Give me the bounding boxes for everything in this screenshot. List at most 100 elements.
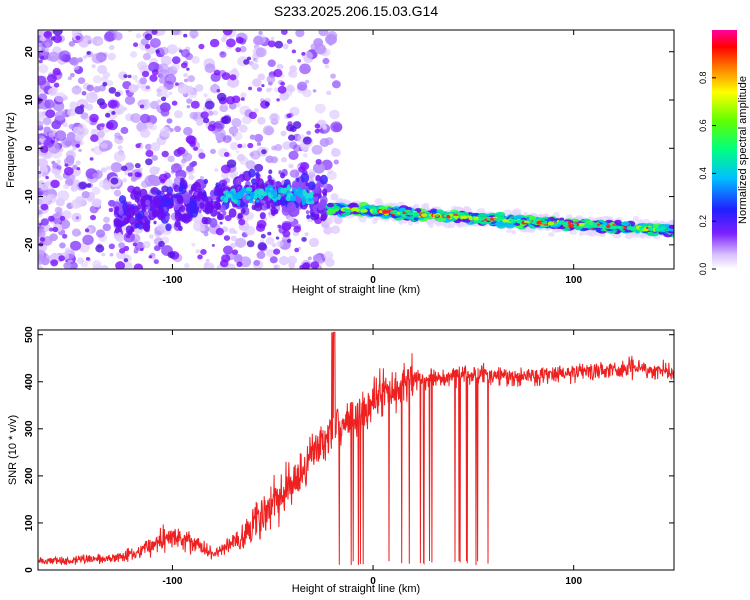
spectrogram-cell [270,188,277,196]
spectrogram-cell [331,148,341,158]
spectrogram-cell [38,210,43,215]
spectrogram-cell [277,85,287,94]
spectrogram-cell [626,226,632,230]
spectrogram-cell [46,129,51,133]
spectrogram-cell [299,204,304,208]
spectrogram-cell [204,100,215,110]
spectrogram-cell [40,218,49,226]
spectrogram-cell [236,192,243,196]
spectrogram-cell [324,137,334,146]
spectrogram-cell [64,163,69,167]
spectrogram-cell [140,247,144,252]
spectrogram-cell [264,101,270,107]
x-tick-label: -100 [162,275,182,286]
spectrogram-cell [268,169,273,175]
spectrogram-cell [120,126,129,135]
spectrogram-cell [276,98,280,102]
spectrogram-cell [59,242,66,249]
spectrogram-cell [165,215,170,221]
spectrogram-cell [114,227,120,234]
spectrogram-cell [606,224,611,229]
spectrogram-cell [632,215,639,222]
snr-x-axis-label: Height of straight line (km) [292,583,420,595]
spectrogram-cell [248,168,256,178]
spectrogram-cell [175,82,179,86]
spectrogram-cell [183,126,193,136]
spectrogram-cell [186,98,193,104]
spectrogram-cell [171,30,180,36]
spectrogram-cell [38,228,46,239]
spectrogram-cell [87,40,92,45]
spectrogram-cell [232,193,236,200]
spectrogram-cell [219,221,223,225]
spectrogram-cell [132,74,139,81]
spectrogram-cell [138,220,143,225]
spectrogram-cell [221,171,229,179]
spectrogram-cell [223,235,231,241]
spectrogram-cell [308,237,320,248]
spectrogram-cell [300,162,310,171]
spectrogram-cell [152,188,157,193]
spectrogram-cell [118,195,127,204]
spectrogram-cell [38,255,45,265]
spectrogram-cell [180,49,191,58]
spectrogram-cell [196,196,201,202]
spectrogram-cell [113,151,126,162]
spectrogram-cell [621,221,630,227]
spectrogram-cell [137,210,145,219]
spectrogram-cell [233,132,243,141]
spectrogram-cell [38,59,43,64]
spectrogram-cell [97,64,108,75]
spectrogram-cell [494,221,505,228]
spectrogram-cell [165,223,172,232]
spectrogram-cell [189,207,199,218]
spectrogram-cell [102,81,108,87]
spectrogram-y-axis-label: Frequency (Hz) [5,112,17,188]
spectrogram-cell [81,191,90,199]
spectrogram-cell [202,117,210,124]
spectrogram-cell [167,251,176,259]
spectrogram-cell [305,182,309,187]
spectrogram-cell [104,112,111,118]
spectrogram-cell [215,227,224,236]
spectrogram-cell [295,30,305,38]
spectrogram-cell [79,104,85,109]
spectrogram-cell [89,113,99,123]
spectrogram-cell [267,231,272,236]
spectrogram-cell [301,236,307,242]
colorbar: 0.0 0.2 0.4 0.6 0.8 Normalized spectral ampl… [698,30,749,275]
spectrogram-cell [297,81,308,91]
spectrogram-cell [216,92,227,102]
spectrogram-cell [117,135,123,141]
spectrogram-cell [132,242,138,247]
spectrogram-cell [286,113,292,119]
spectrogram-cell [185,135,196,144]
spectrogram-cell [277,224,282,229]
spectrogram-cell [132,42,139,48]
spectrogram-cell [239,45,247,53]
spectrogram-cell [91,186,101,195]
spectrogram-cell [261,84,265,88]
spectrogram-cell [58,255,66,262]
spectrogram-cell [102,182,112,191]
spectrogram-cell [148,255,153,259]
y-tick-label: -10 [24,189,35,204]
spectrogram-cell [164,126,168,130]
spectrogram-cell [186,165,194,172]
spectrogram-cell [203,178,209,184]
spectrogram-cell [151,30,158,35]
spectrogram-cell [288,163,294,169]
spectrogram-cell [214,168,219,172]
spectrogram-cell [315,174,321,182]
spectrogram-cell [108,44,115,51]
spectrogram-cell [203,93,208,98]
spectrogram-cell [612,233,622,239]
spectrogram-cell [190,100,200,109]
spectrogram-cell [407,221,413,226]
spectrogram-cell [614,219,622,225]
spectrogram-cell [230,235,237,242]
spectrogram-cell [129,51,138,58]
spectrogram-cell [78,242,90,253]
spectrogram-cell [50,139,55,144]
spectrogram-cell [495,211,506,219]
